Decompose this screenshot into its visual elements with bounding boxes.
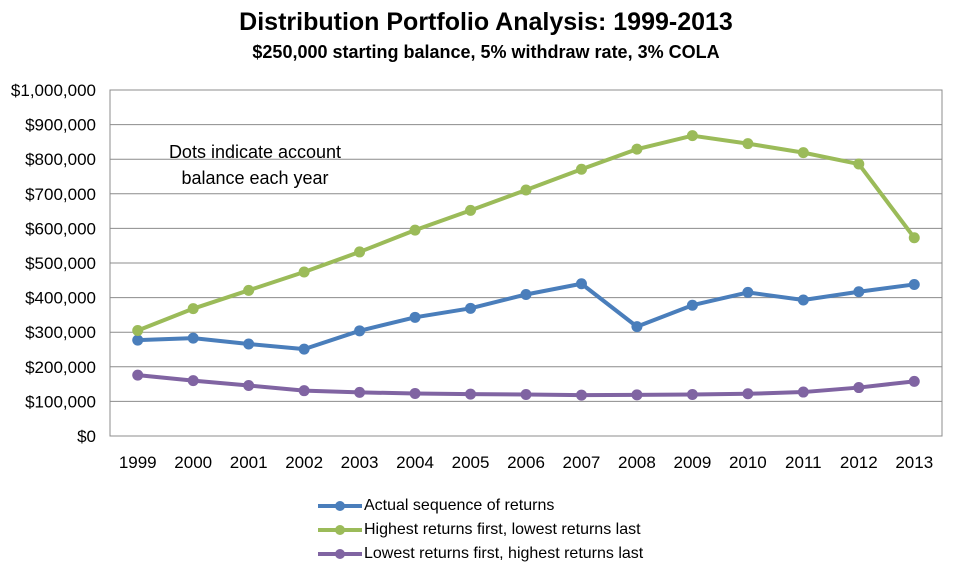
series-2: [132, 130, 920, 336]
data-point: [631, 143, 643, 155]
y-tick-label: $100,000: [25, 392, 96, 411]
data-point: [742, 138, 754, 150]
data-point: [298, 385, 310, 397]
legend-label: Highest returns first, lowest returns la…: [364, 521, 641, 538]
data-point: [132, 369, 144, 381]
data-point: [354, 386, 366, 398]
data-point: [908, 375, 920, 387]
x-tick-label: 2012: [840, 453, 878, 472]
x-tick-label: 2007: [563, 453, 601, 472]
x-tick-label: 2004: [396, 453, 434, 472]
data-point: [686, 130, 698, 142]
data-point: [465, 204, 477, 216]
legend-item: Lowest returns first, highest returns la…: [318, 542, 643, 566]
data-point: [853, 382, 865, 394]
x-tick-label: 2000: [174, 453, 212, 472]
data-point: [132, 334, 144, 346]
data-point: [575, 278, 587, 290]
plot-border: [109, 89, 943, 437]
data-point: [354, 246, 366, 258]
data-point: [409, 387, 421, 399]
data-point: [243, 338, 255, 350]
x-tick-label: 2005: [452, 453, 490, 472]
y-tick-label: $500,000: [25, 254, 96, 273]
data-point: [631, 389, 643, 401]
data-point: [132, 324, 144, 336]
data-point: [187, 332, 199, 344]
x-tick-label: 1999: [119, 453, 157, 472]
y-axis-tick-labels: $0 $100,000 $200,000 $300,000 $400,000 $500,0…: [11, 81, 96, 446]
annotation-line-2: balance each year: [181, 168, 329, 188]
data-point: [908, 278, 920, 290]
y-tick-label: $400,000: [25, 289, 96, 308]
x-tick-label: 2006: [507, 453, 545, 472]
x-axis-tick-labels: 1999 2000 2001 2002 2003 2004 2005 2006 2007 2008…: [119, 453, 933, 472]
x-tick-label: 2002: [285, 453, 323, 472]
series-3: [132, 369, 920, 401]
x-tick-label: 2008: [618, 453, 656, 472]
data-point: [187, 303, 199, 315]
data-point: [797, 386, 809, 398]
data-point: [298, 266, 310, 278]
annotation-line-1: Dots indicate account: [168, 142, 342, 162]
data-point: [742, 388, 754, 400]
data-point: [853, 158, 865, 170]
data-point: [520, 388, 532, 400]
data-point: [908, 232, 920, 244]
data-point: [465, 388, 477, 400]
data-point: [797, 147, 809, 159]
x-tick-label: 2011: [785, 453, 822, 472]
legend-label: Lowest returns first, highest returns la…: [364, 545, 644, 562]
y-tick-label: $200,000: [25, 358, 96, 377]
chart-title: Distribution Portfolio Analysis: 1999-20…: [239, 8, 733, 36]
x-tick-label: 2013: [895, 453, 933, 472]
gridlines: [109, 89, 943, 437]
y-tick-label: $800,000: [25, 150, 96, 169]
y-tick-label: $0: [77, 427, 96, 446]
data-point: [243, 379, 255, 391]
legend: Actual sequence of returns Highest return…: [318, 494, 643, 566]
legend-label: Actual sequence of returns: [364, 497, 555, 514]
data-point: [520, 288, 532, 300]
data-point: [298, 343, 310, 355]
y-tick-label: $600,000: [25, 219, 96, 238]
data-point: [575, 389, 587, 401]
chart-subtitle: $250,000 starting balance, 5% withdraw r…: [252, 42, 720, 62]
y-tick-label: $900,000: [25, 116, 96, 135]
series-1: [132, 278, 920, 355]
legend-swatch: [318, 497, 362, 515]
data-point: [187, 375, 199, 387]
data-point: [243, 284, 255, 296]
data-point: [797, 294, 809, 306]
x-tick-label: 2001: [230, 453, 268, 472]
x-tick-label: 2009: [673, 453, 711, 472]
y-tick-label: $300,000: [25, 323, 96, 342]
legend-swatch: [318, 521, 362, 539]
data-point: [520, 184, 532, 196]
y-tick-label: $1,000,000: [11, 81, 96, 100]
y-tick-label: $700,000: [25, 185, 96, 204]
data-point: [465, 302, 477, 314]
data-point: [686, 299, 698, 311]
data-point: [853, 286, 865, 298]
data-point: [742, 286, 754, 298]
data-point: [354, 325, 366, 337]
data-point: [575, 163, 587, 175]
x-tick-label: 2003: [341, 453, 379, 472]
x-tick-label: 2010: [729, 453, 767, 472]
legend-item: Actual sequence of returns: [318, 494, 643, 518]
legend-item: Highest returns first, lowest returns la…: [318, 518, 643, 542]
data-point: [631, 321, 643, 333]
legend-swatch: [318, 545, 362, 563]
data-point: [409, 224, 421, 236]
series-lines: [132, 130, 920, 401]
data-point: [409, 311, 421, 323]
annotation-note: Dots indicate account balance each year: [140, 139, 370, 191]
data-point: [686, 388, 698, 400]
